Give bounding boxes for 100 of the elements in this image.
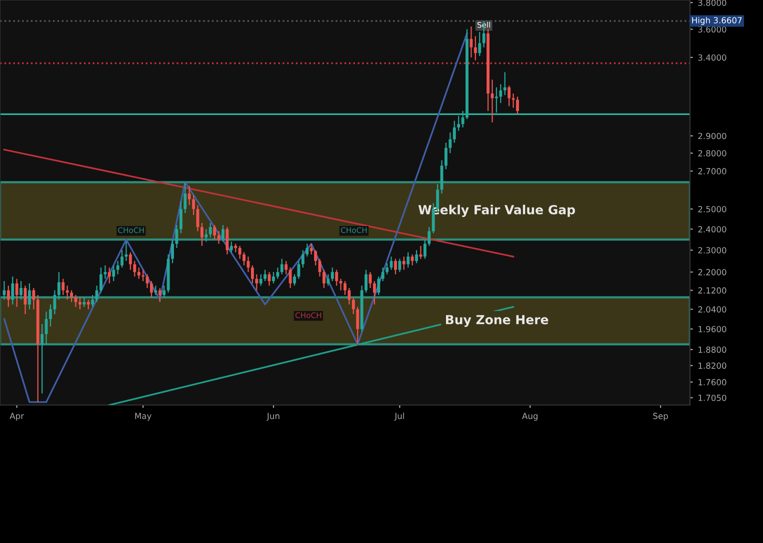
candlestick	[284, 260, 288, 275]
candlestick	[398, 258, 402, 273]
candlestick	[508, 85, 511, 107]
candlestick	[372, 280, 376, 306]
candlestick	[192, 194, 196, 216]
candlestick	[381, 267, 384, 282]
y-tick-label: 2.3000	[698, 247, 726, 254]
candlestick	[100, 267, 102, 294]
candlestick	[288, 267, 292, 289]
candlestick	[40, 323, 44, 394]
candlestick	[53, 290, 56, 315]
candlestick	[310, 243, 313, 255]
y-tick-label: 2.1200	[698, 287, 726, 294]
y-tick-label: 3.6000	[698, 26, 726, 33]
candlestick	[474, 36, 477, 61]
candlestick	[213, 224, 216, 240]
candlestick	[28, 282, 31, 310]
candlestick	[108, 267, 111, 284]
candlestick	[184, 182, 187, 214]
candlestick	[6, 285, 10, 308]
candlestick	[200, 222, 204, 246]
y-tick-label: 1.8200	[698, 362, 726, 369]
x-tick-label: May	[135, 412, 152, 421]
y-tick-label: 1.7050	[698, 394, 726, 401]
candlestick	[44, 311, 48, 345]
y-tick-label: 2.8000	[698, 150, 726, 156]
ref-line-label: High 3.6607	[692, 16, 742, 26]
candlestick	[335, 269, 338, 286]
candlestick	[478, 31, 482, 57]
candlestick	[124, 241, 128, 262]
candlestick	[238, 245, 242, 260]
candlestick	[78, 296, 82, 310]
candlestick	[171, 238, 174, 264]
candlestick	[280, 258, 284, 275]
candlestick	[204, 228, 208, 242]
candlestick	[112, 264, 116, 282]
candlestick	[255, 274, 258, 291]
x-tick-label: Apr	[10, 412, 24, 421]
y-tick-label: 2.4000	[698, 226, 726, 232]
candlestick	[297, 260, 300, 280]
candlestick	[516, 96, 519, 115]
y-tick-label: 3.8000	[698, 0, 726, 6]
candlestick	[222, 224, 224, 242]
candlestick	[208, 222, 212, 238]
candlestick	[470, 26, 473, 58]
candlestick	[386, 262, 389, 275]
candlestick	[301, 250, 304, 268]
candlestick	[242, 252, 246, 266]
candlestick	[49, 304, 52, 328]
y-tick-label: 1.7600	[698, 379, 726, 386]
x-tick-label: Aug	[522, 412, 538, 421]
candlestick	[91, 294, 94, 308]
candlestick	[402, 256, 406, 270]
candlestick	[314, 250, 318, 266]
candlestick	[137, 267, 140, 280]
candlestick	[82, 296, 86, 308]
candlestick	[133, 260, 136, 278]
y-tick-label: 2.0400	[698, 306, 726, 313]
candlestick	[175, 224, 178, 249]
candlestick	[322, 269, 326, 289]
y-tick-label: 1.8800	[698, 346, 726, 353]
x-tick-label: Jun	[266, 412, 280, 421]
candlestick	[512, 92, 515, 108]
candlestick	[348, 287, 351, 306]
candlestick	[503, 72, 506, 96]
candlestick	[457, 115, 460, 132]
candlestick	[415, 250, 418, 264]
y-tick-label: 2.5000	[698, 206, 726, 212]
candlestick	[272, 271, 275, 284]
candlestick	[62, 278, 65, 296]
candlestick	[423, 238, 426, 260]
candlestick	[120, 250, 124, 268]
candlestick	[70, 290, 73, 303]
candlestick	[142, 269, 145, 282]
candlestick	[410, 254, 414, 266]
candlestick	[116, 260, 120, 275]
candlestick	[461, 110, 464, 128]
candlestick	[217, 230, 220, 244]
candlestick	[158, 287, 162, 303]
candlestick	[230, 241, 233, 253]
candlestick	[293, 274, 296, 286]
candlestick	[377, 276, 380, 296]
candlestick	[11, 276, 14, 306]
y-tick-label: 1.9600	[698, 326, 726, 332]
candlestick	[259, 274, 262, 286]
x-tick-label: Sep	[653, 412, 668, 421]
candlestick	[344, 280, 346, 296]
candlestick	[326, 274, 330, 286]
candlestick	[390, 256, 393, 270]
candlestick	[57, 271, 60, 300]
candlestick	[428, 226, 431, 246]
candlestick	[15, 278, 18, 308]
y-tick-label: 2.2000	[698, 269, 726, 276]
x-tick-label: Jul	[394, 412, 404, 421]
candlestick	[306, 243, 309, 258]
candlestick	[104, 264, 107, 280]
candlestick	[356, 306, 360, 345]
candlestick	[150, 280, 153, 298]
candlestick	[128, 252, 132, 270]
candlestick	[264, 269, 267, 282]
